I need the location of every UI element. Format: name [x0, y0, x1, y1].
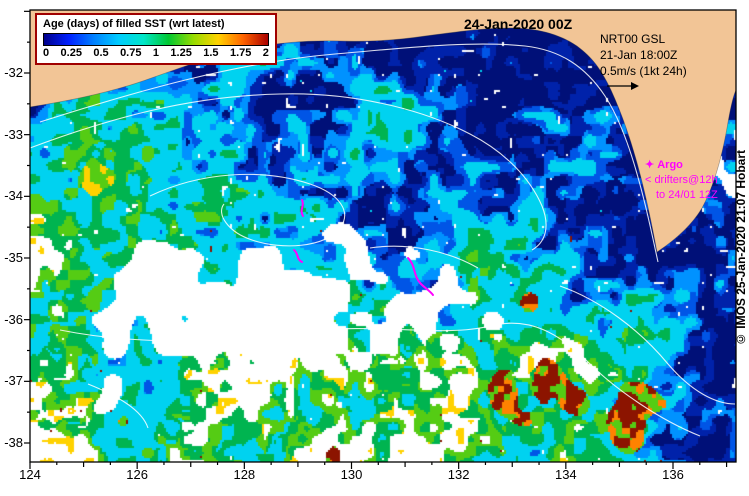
model-info: NRT00 GSL 21-Jan 18:00Z 0.5m/s (1kt 24h) — [600, 31, 687, 91]
contour-line — [29, 93, 547, 251]
y-axis-tick-label: -38 — [4, 435, 23, 450]
legend-title: Age (days) of filled SST (wrt latest) — [43, 18, 225, 30]
drifter-tracks — [293, 199, 434, 296]
argo-line: ✦ Argo — [645, 158, 718, 173]
x-axis-tick-label: 132 — [447, 467, 470, 482]
contour-line — [149, 173, 346, 247]
contour-line — [369, 245, 479, 269]
argo-legend: ✦ Argo < drifters@12h to 24/01 12Z — [645, 158, 718, 203]
drifter-track — [407, 257, 434, 296]
drifters-label: drifters@12h — [654, 174, 718, 186]
y-axis-tick-label: -33 — [4, 126, 23, 142]
drifter-icon: < — [645, 174, 652, 186]
colorbar-tick-label: 0.25 — [60, 47, 82, 59]
y-axis-tick-label: -35 — [4, 250, 23, 265]
copyright-strip: © IMOS 25-Jan-2020 21:07 Hobart — [734, 0, 748, 496]
x-axis-tick-label: 128 — [233, 467, 256, 482]
current-scale-arrow-icon — [607, 82, 639, 90]
x-axis-tick-label: 124 — [19, 467, 41, 482]
y-axis-tick-label: -36 — [4, 311, 23, 327]
contour-line — [559, 285, 736, 405]
colorbar-tick-label: 2 — [262, 47, 269, 59]
contour-lines — [29, 43, 736, 437]
copyright-text: © IMOS 25-Jan-2020 21:07 Hobart — [734, 149, 748, 347]
y-axis-tick-label: -37 — [4, 373, 23, 389]
colorbar-tick-label: 0 — [43, 47, 50, 59]
contour-line — [59, 322, 701, 437]
y-axis-tick-label: -34 — [4, 188, 23, 204]
x-axis-tick-label: 130 — [340, 467, 363, 482]
drifters-time: to 24/01 12Z — [656, 189, 718, 201]
colorbar-tick-label: 1 — [152, 47, 160, 59]
argo-label: Argo — [657, 159, 683, 171]
axis-ticks — [24, 10, 728, 469]
contour-line — [39, 43, 659, 263]
colorbar-tick-label: 0.5 — [93, 47, 109, 59]
drifters-line: < drifters@12h — [645, 173, 718, 188]
colorbar-tick-label: 1.5 — [203, 47, 219, 59]
contour-line — [87, 383, 149, 429]
drifter-track — [293, 249, 303, 263]
colorbar-tick-label: 1.25 — [170, 47, 192, 59]
map-datetime: 24-Jan-2020 00Z — [464, 16, 573, 32]
colorbar — [43, 33, 269, 46]
x-axis-tick-label: 126 — [126, 467, 149, 482]
x-axis-tick-label: 136 — [662, 467, 684, 482]
model-name: NRT00 GSL — [600, 32, 666, 46]
y-axis-tick-label: -32 — [4, 65, 23, 80]
model-time: 21-Jan 18:00Z — [600, 48, 678, 62]
argo-float-icon: ✦ — [645, 159, 655, 171]
colorbar-tick-label: 1.75 — [229, 47, 252, 59]
colorbar-tick-labels: 0 0.25 0.5 0.75 1 1.25 1.5 1.75 2 — [43, 47, 269, 59]
colorbar-tick-label: 0.75 — [120, 47, 142, 59]
current-scale-label: 0.5m/s (1kt 24h) — [600, 64, 687, 78]
plot-frame — [29, 9, 737, 463]
drifter-track — [300, 199, 304, 217]
x-axis-tick-label: 134 — [554, 467, 577, 482]
